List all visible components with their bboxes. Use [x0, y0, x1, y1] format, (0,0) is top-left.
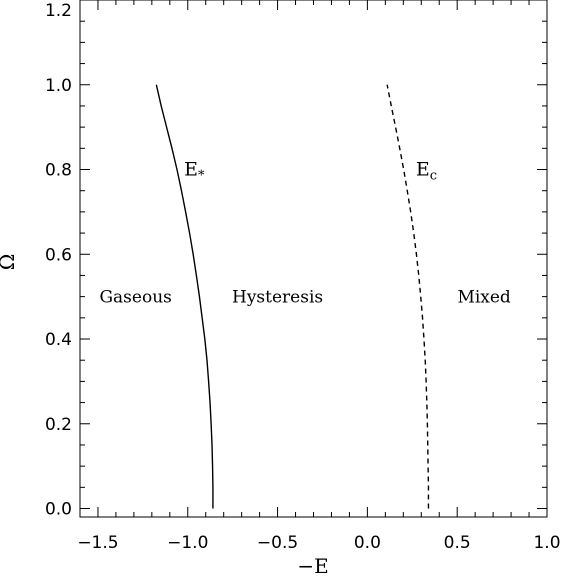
curve-label-main: E: [184, 159, 198, 181]
x-tick-label: −1.0: [167, 533, 208, 553]
x-tick-label: −0.5: [257, 533, 298, 553]
y-tick-label: 1.2: [45, 1, 72, 21]
plot-frame: [79, 0, 548, 518]
y-tick-label: 0.6: [45, 245, 72, 265]
annotation-layer: Gaseous Hysteresis Mixed: [99, 288, 510, 308]
region-label: Gaseous: [99, 288, 171, 308]
curve-label: Ec: [416, 159, 437, 184]
y-tick-labels: 0.0 0.2 0.4 0.6 0.8 1.0 1.2: [45, 1, 72, 520]
region-label: Mixed: [457, 288, 510, 308]
y-tick-label: 1.0: [45, 76, 72, 96]
region-label: Hysteresis: [232, 288, 323, 308]
series-line-0: [155, 84, 214, 509]
axis-ticks: [79, 0, 548, 517]
x-tick-labels: −1.5 −1.0 −0.5 0.0 0.5 1.0: [77, 533, 560, 553]
y-tick-label: 0.8: [45, 161, 72, 181]
series-layer: [155, 84, 430, 509]
y-tick-label: 0.0: [45, 500, 72, 520]
curve-label-main: E: [416, 159, 430, 181]
x-tick-label: 0.5: [444, 533, 471, 553]
y-tick-label: 0.4: [45, 330, 72, 350]
curve-label-subscript: c: [430, 169, 437, 184]
x-tick-label: 1.0: [533, 533, 560, 553]
y-tick-label: 0.2: [45, 415, 72, 435]
curve-label-layer: E* Ec: [184, 159, 437, 184]
curve-label: E*: [184, 159, 205, 184]
x-axis-title: −E: [297, 554, 328, 578]
series-line-1: [386, 84, 430, 509]
x-tick-label: −1.5: [77, 533, 118, 553]
curve-label-subscript: *: [198, 169, 205, 184]
y-axis-title: Ω: [0, 254, 19, 271]
x-tick-label: 0.0: [354, 533, 381, 553]
